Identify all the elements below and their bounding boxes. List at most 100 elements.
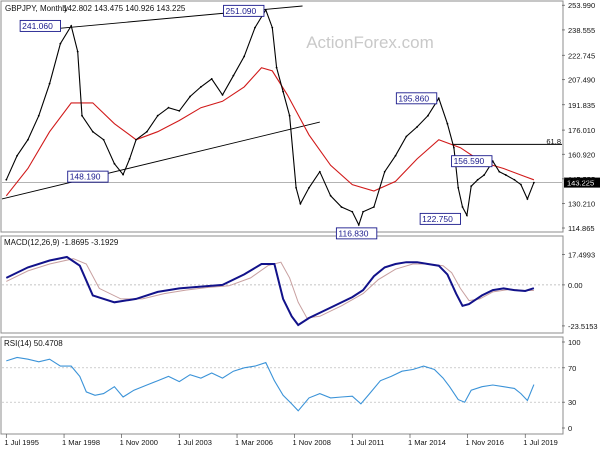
price-point [221,93,224,96]
rsi-panel-frame [0,336,564,435]
price-point [271,26,274,29]
price-point [470,185,473,188]
price-point [243,55,246,58]
price-point [200,85,202,88]
price-point [122,173,124,176]
price-point [351,210,354,213]
price-point [81,114,83,117]
rsi-panel-title: RSI(14) 50.4708 [4,339,63,348]
x-tick-label: 1 Jul 2011 [350,438,384,447]
price-point [340,206,343,208]
x-tick-label: 1 Nov 2000 [120,438,158,447]
price-line [5,8,535,227]
price-callout-label: 156.590 [454,156,485,166]
macd-y-tick-label: -23.5153 [568,322,598,331]
price-point [483,174,486,176]
price-point [504,174,507,176]
price-callout-box [223,4,265,17]
price-y-tick-label: 238.555 [568,26,595,35]
price-callout-label: 241.060 [22,21,53,31]
price-y-tick-label: 160.920 [568,150,595,159]
price-point [91,130,94,133]
price-point [362,210,364,213]
price-point [437,97,440,100]
price-callout-box [19,19,61,32]
price-point [427,114,429,117]
price-y-tick-label: 191.835 [568,101,595,110]
price-point [452,146,455,149]
price-point [210,77,213,80]
price-point [59,42,62,45]
macd-y-tick-label: 0.00 [568,281,583,290]
price-callout-box [335,227,378,240]
price-point [128,158,131,160]
price-point [394,154,397,157]
macd-panel-title: MACD(12,26,9) -1.8695 -3.1929 [4,238,119,247]
price-point [37,114,40,117]
x-tick-label: 1 Nov 2008 [293,438,331,447]
price-point [461,206,464,208]
price-point [532,181,535,184]
price-point [264,8,267,11]
price-point [275,66,278,69]
rsi-y-tick-label: 30 [568,398,576,407]
price-point [282,90,284,93]
price-point [498,170,501,173]
price-point [416,126,419,128]
price-callout-label: 148.190 [70,172,101,182]
price-point [189,95,192,98]
x-tick-label: 1 Mar 2014 [408,438,446,447]
price-callout-label: 122.750 [422,214,453,224]
rsi-line [6,356,535,412]
x-tick-label: 1 Nov 2016 [466,438,504,447]
x-tick-label: 1 Jul 2003 [177,438,212,447]
price-callout-box [67,170,109,183]
price-point [102,138,105,141]
rsi-y-tick-label: 100 [568,338,581,347]
price-point [145,130,148,133]
price-y-tick-label: 222.745 [568,51,595,60]
fib-level-label: 61.8 [546,137,561,146]
price-point [526,198,529,200]
price-y-tick-label: 114.865 [568,224,595,233]
rsi-y-tick-label: 0 [568,424,572,433]
price-y-tick-label: 253.990 [568,1,595,10]
watermark: ActionForex.com [306,33,434,52]
price-point [295,186,297,189]
price-point [476,178,479,181]
price-point [254,26,256,29]
price-point [405,135,408,138]
price-point [329,194,332,197]
macd-line [5,255,535,327]
price-y-tick-label: 176.010 [568,126,595,135]
price-y-tick-label: 145.555 [568,175,595,184]
price-point [70,25,73,27]
price-callout-box [395,92,438,105]
price-point [372,206,375,208]
current-price-label-box [564,177,600,188]
price-point [513,178,516,181]
price-point [48,82,51,85]
macd-y-tick-label: 17.4993 [568,250,595,259]
price-point [167,106,170,109]
price-point [232,74,235,77]
price-y-tick-label: 130.210 [568,199,595,208]
price-panel-title: GBPJPY, Monthly [5,4,68,13]
price-callout-box [451,155,493,168]
ohlc-readout: 142.802 143.475 140.926 143.225 [63,4,186,13]
price-point [465,214,468,217]
price-point [308,186,310,189]
price-callout-box [419,212,461,225]
price-point [76,50,79,53]
macd-panel-frame [0,235,564,334]
price-callout-label: 116.830 [338,228,368,238]
rsi-y-tick-label: 70 [568,364,576,373]
price-point [299,202,302,205]
price-point [27,138,29,141]
x-tick-label: 1 Jul 2019 [523,438,558,447]
price-panel-frame [0,0,564,233]
price-point [457,186,460,189]
current-price-label: 143.225 [567,179,594,188]
price-point [156,114,159,117]
